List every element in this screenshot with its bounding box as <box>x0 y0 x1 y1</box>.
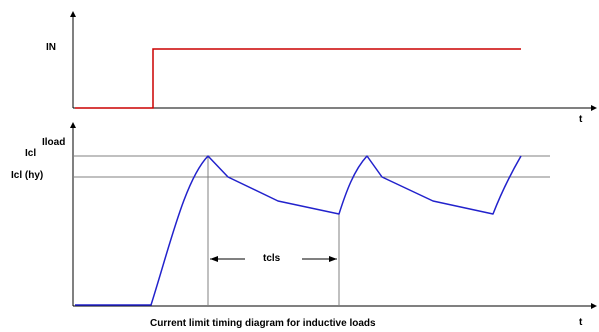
tcls-label: tcls <box>263 253 281 264</box>
input-signal-line <box>75 48 521 109</box>
in-signal-label: IN <box>46 42 56 53</box>
diagram-caption: Current limit timing diagram for inducti… <box>150 318 376 329</box>
iload-axis-label: Iload <box>42 137 66 148</box>
icl-hy-label: Icl (hy) <box>11 170 44 181</box>
top-time-axis-label: t <box>579 114 583 125</box>
icl-label: Icl <box>25 148 37 159</box>
bottom-time-axis-label: t <box>579 317 583 328</box>
load-current-waveform <box>75 155 522 306</box>
